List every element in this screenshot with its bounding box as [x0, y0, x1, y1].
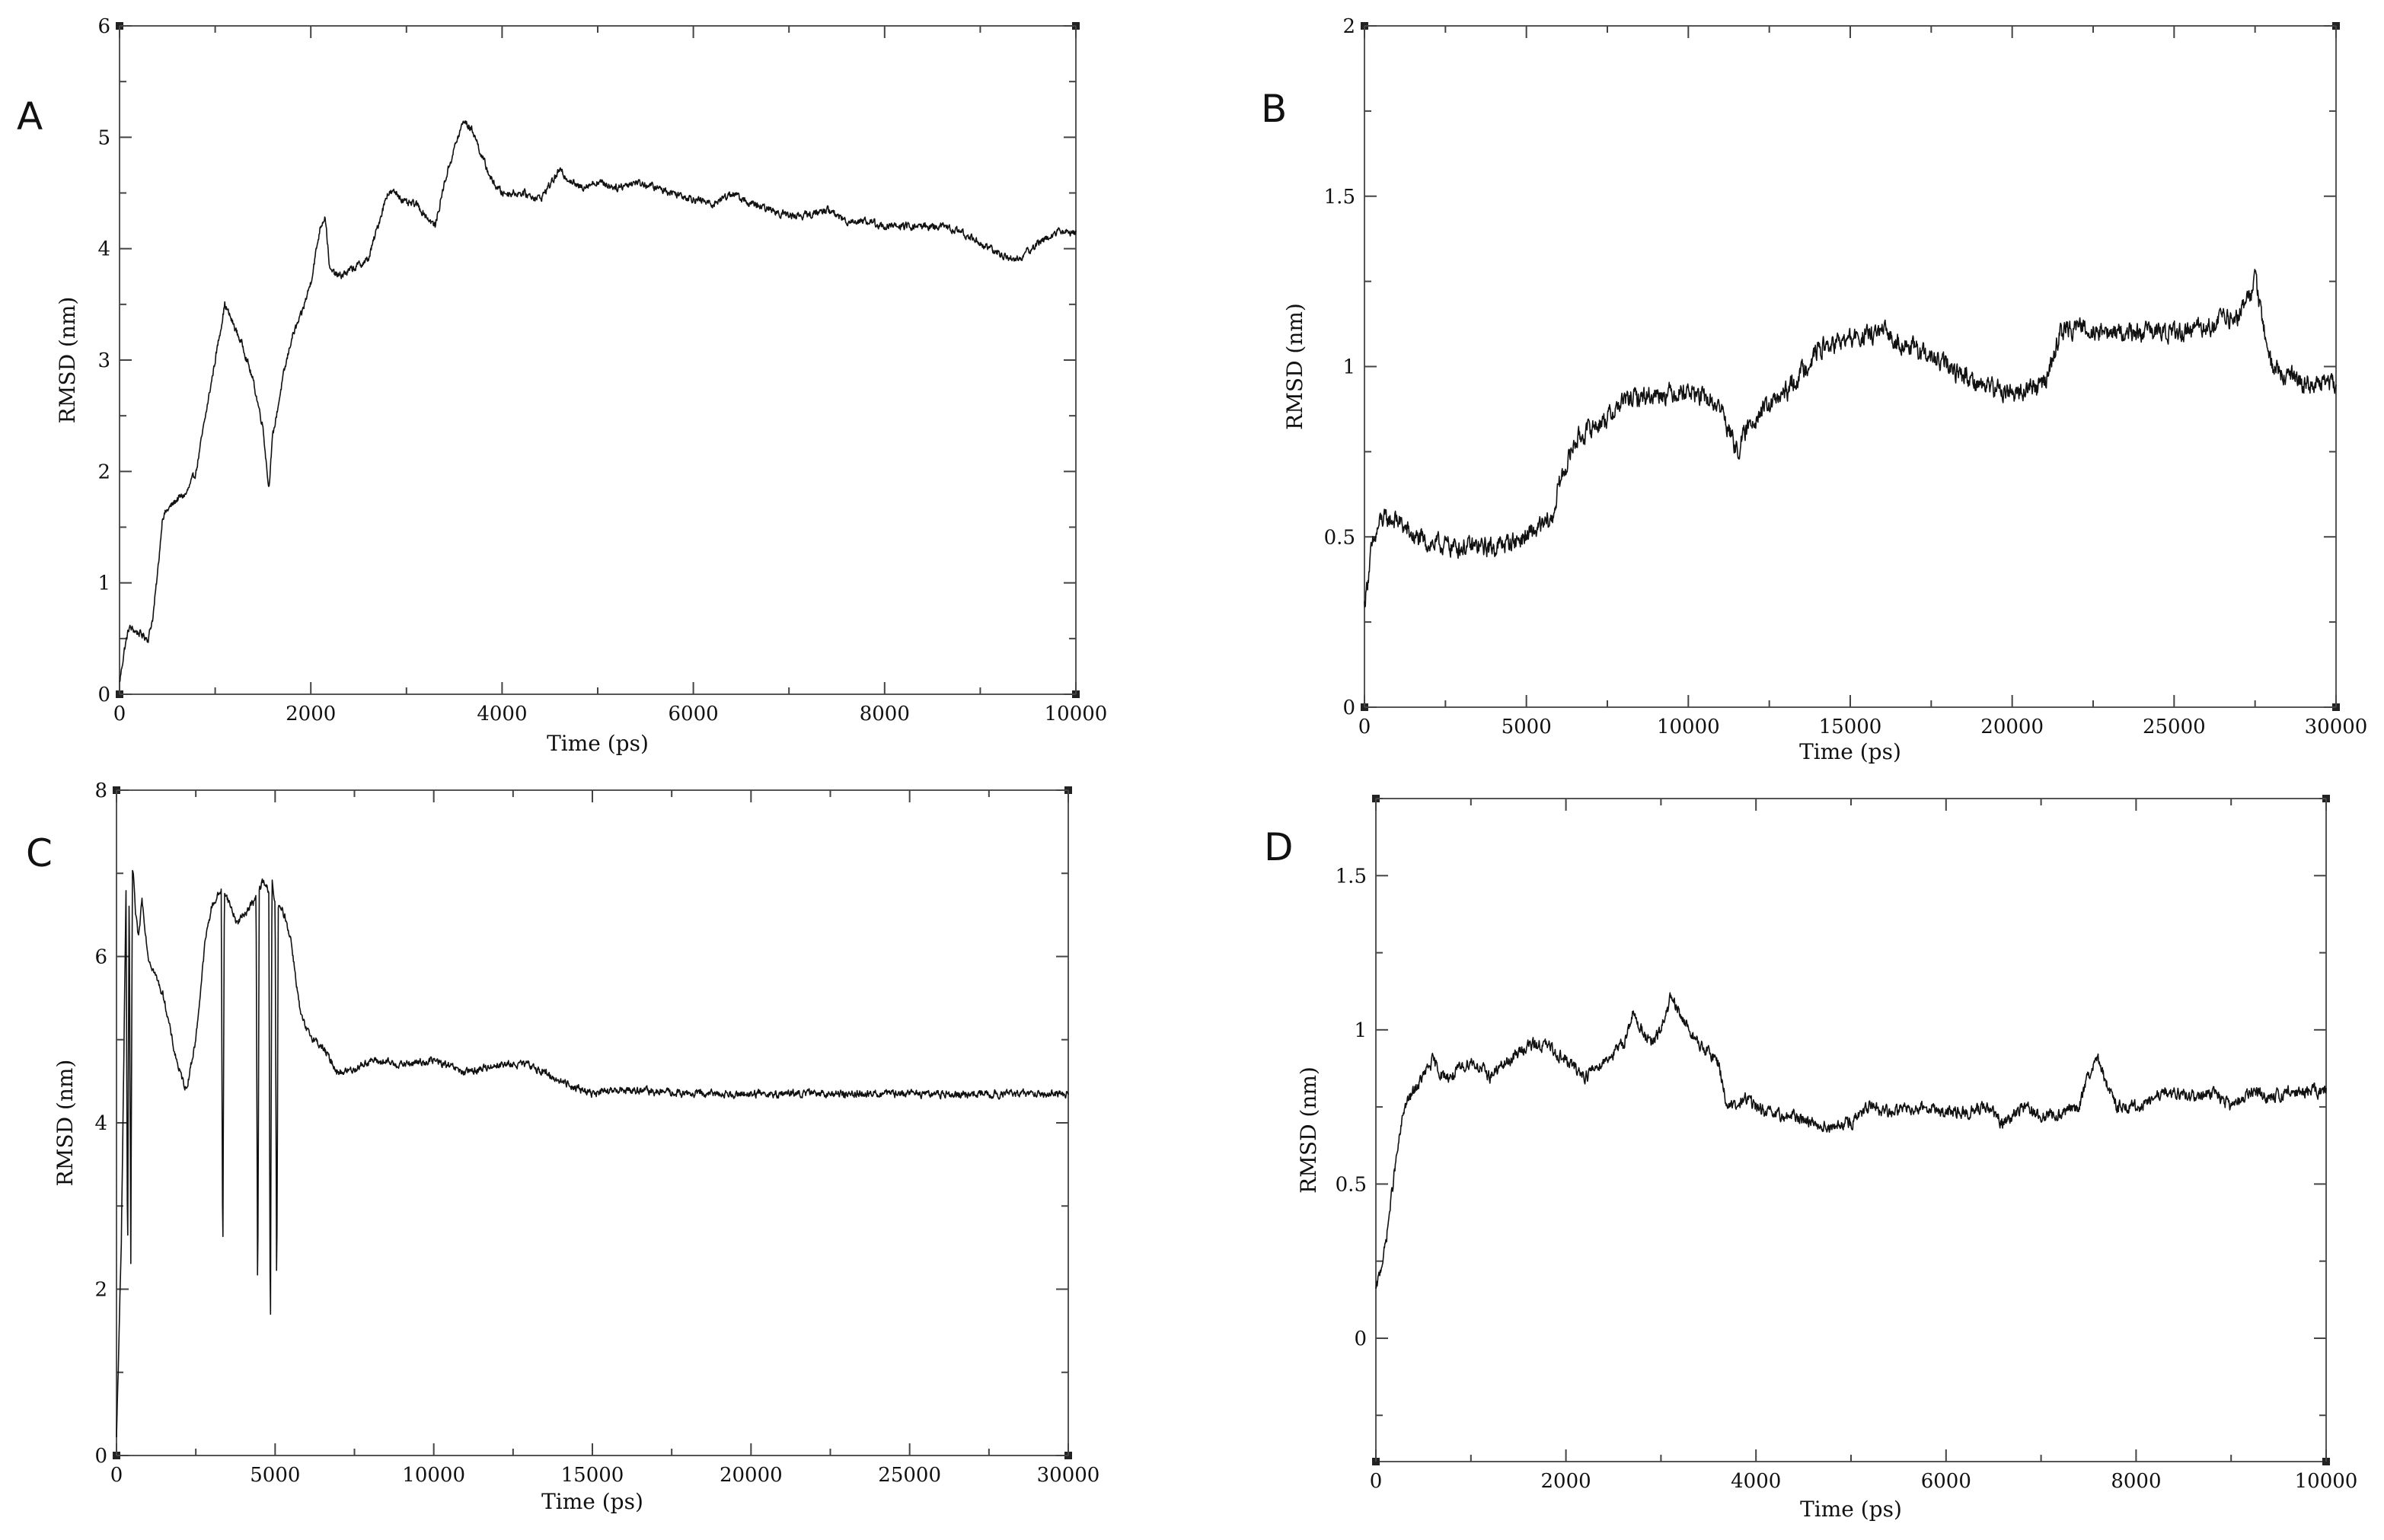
x-tick-label: 15000	[1819, 716, 1882, 738]
x-tick-label: 5000	[1502, 716, 1552, 738]
y-tick-label: 1	[97, 572, 110, 595]
rmsd-series-line	[119, 120, 1077, 683]
y-tick-label: 4	[97, 238, 110, 261]
y-tick-label: 6	[94, 946, 107, 969]
x-axis-title: Time (ps)	[1800, 1497, 1902, 1522]
chart-panel-c: C 0 5000 10000 15000 20000 25000 30000 0 2 4 6 8 Time…	[26, 780, 1099, 1514]
x-tick-label: 10000	[2295, 1470, 2358, 1493]
y-tick-label: 1.5	[1324, 186, 1355, 209]
y-axis-title: RMSD (nm)	[55, 297, 80, 424]
panel-letter: A	[17, 94, 43, 139]
x-tick-label: 2000	[1541, 1470, 1591, 1493]
x-tick-label: 6000	[669, 703, 719, 725]
chart-panel-d: D 0 2000 4000 6000 8000 10000 0 0.5 1 1.5 Time (ps)…	[1264, 795, 2357, 1522]
x-axis-title: Time (ps)	[547, 731, 649, 756]
y-tick-label: 1	[1354, 1019, 1367, 1042]
y-axis-title: RMSD (nm)	[1282, 303, 1307, 430]
y-tick-label: 4	[94, 1112, 107, 1135]
y-tick-label: 0	[97, 684, 110, 706]
panel-letter: C	[26, 831, 53, 875]
x-tick-label: 8000	[2111, 1470, 2161, 1493]
y-tick-label: 1	[1342, 356, 1355, 379]
y-tick-label: 0	[1342, 697, 1355, 719]
y-tick-label: 0	[94, 1445, 107, 1468]
y-tick-label: 0	[1354, 1328, 1367, 1350]
x-tick-label: 4000	[477, 703, 527, 725]
y-tick-label: 3	[97, 349, 110, 372]
y-tick-label: 6	[97, 15, 110, 38]
y-axis-title: RMSD (nm)	[53, 1060, 78, 1187]
y-tick-label: 2	[1342, 15, 1355, 38]
x-tick-label: 10000	[402, 1464, 465, 1487]
x-tick-label: 2000	[286, 703, 336, 725]
x-tick-label: 25000	[2143, 716, 2206, 738]
y-tick-label: 5	[97, 126, 110, 149]
y-tick-label: 2	[97, 461, 110, 483]
x-axis-title: Time (ps)	[541, 1489, 643, 1514]
x-tick-label: 4000	[1731, 1470, 1781, 1493]
x-tick-label: 5000	[250, 1464, 300, 1487]
x-axis-title: Time (ps)	[1799, 739, 1901, 764]
x-tick-label: 0	[1370, 1470, 1383, 1493]
rmsd-series-line	[1375, 992, 2327, 1290]
x-tick-label: 0	[110, 1464, 123, 1487]
x-tick-label: 25000	[878, 1464, 941, 1487]
panel-letter: D	[1264, 825, 1294, 869]
rmsd-series-line	[1364, 269, 2337, 608]
chart-panel-a: A 0 2000 4000 6000 8000 10000 0 1 2 3 4 5 6 Time (ps) R…	[17, 15, 1107, 756]
x-tick-label: 6000	[1921, 1470, 1971, 1493]
panel-letter: B	[1261, 87, 1287, 131]
x-tick-label: 20000	[720, 1464, 783, 1487]
x-tick-label: 10000	[1045, 703, 1108, 725]
y-tick-label: 2	[94, 1279, 107, 1302]
x-tick-label: 15000	[561, 1464, 624, 1487]
chart-panel-b: B 0 5000 10000 15000 20000 25000 30000 0 0.5 1 1.5 2…	[1261, 15, 2367, 764]
x-tick-label: 30000	[2305, 716, 2368, 738]
y-axis-title: RMSD (nm)	[1296, 1067, 1321, 1194]
rmsd-series-line	[116, 869, 1069, 1437]
x-tick-label: 30000	[1037, 1464, 1100, 1487]
y-tick-label: 1.5	[1336, 865, 1367, 888]
x-tick-label: 0	[1358, 716, 1371, 738]
x-tick-label: 0	[113, 703, 126, 725]
y-tick-label: 8	[94, 780, 107, 802]
x-tick-label: 8000	[860, 703, 910, 725]
y-tick-label: 0.5	[1336, 1173, 1367, 1196]
y-tick-label: 0.5	[1324, 526, 1355, 549]
x-tick-label: 10000	[1657, 716, 1720, 738]
x-tick-label: 20000	[1980, 716, 2044, 738]
